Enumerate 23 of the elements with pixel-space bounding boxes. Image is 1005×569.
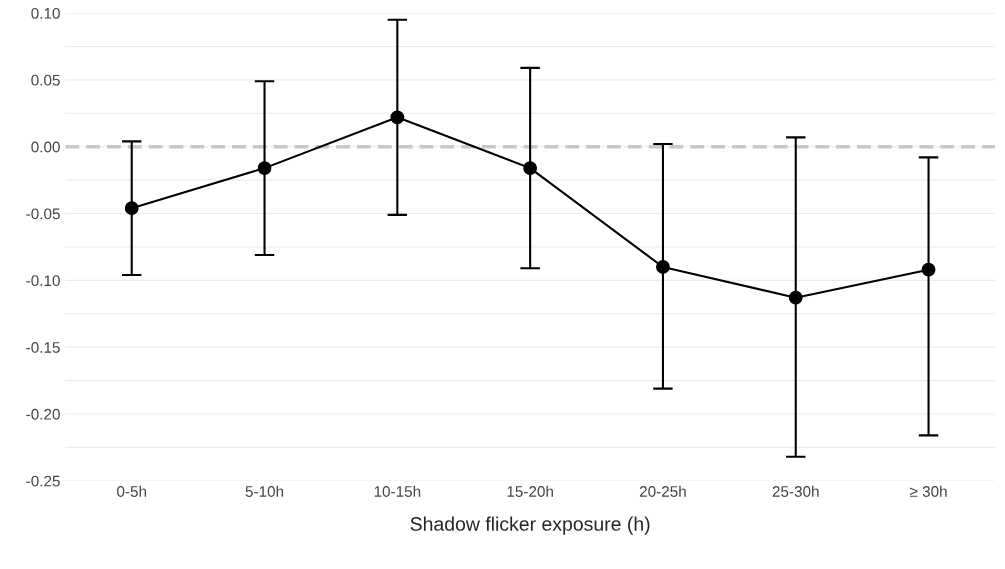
y-tick-label: -0.10 [26,275,60,287]
point [656,260,670,274]
point [390,110,405,125]
y-tick-label: 0.10 [31,7,60,19]
x-tick-label: 20-25h [639,485,686,497]
point [124,201,139,216]
x-tick-label: 25-30h [772,485,819,497]
y-tick-label: 0.00 [31,141,60,153]
x-tick-label: 15-20h [507,485,553,497]
y-tick-label: -0.25 [26,475,60,487]
point [921,262,936,277]
x-tick-label: ≥ 30h [909,485,947,497]
y-tick-label: -0.05 [26,208,60,220]
point [788,290,803,305]
x-tick-label: 10-15h [374,485,421,497]
x-tick-label: 0-5h [117,485,147,497]
x-tick-label: 5-10h [245,485,284,497]
y-tick-label: -0.15 [26,342,60,353]
y-tick-label: -0.20 [26,408,60,420]
x-axis-title: Shadow flicker exposure (h) [410,516,650,535]
y-tick-label: 0.05 [31,74,60,86]
point [257,161,272,176]
point [523,161,538,176]
